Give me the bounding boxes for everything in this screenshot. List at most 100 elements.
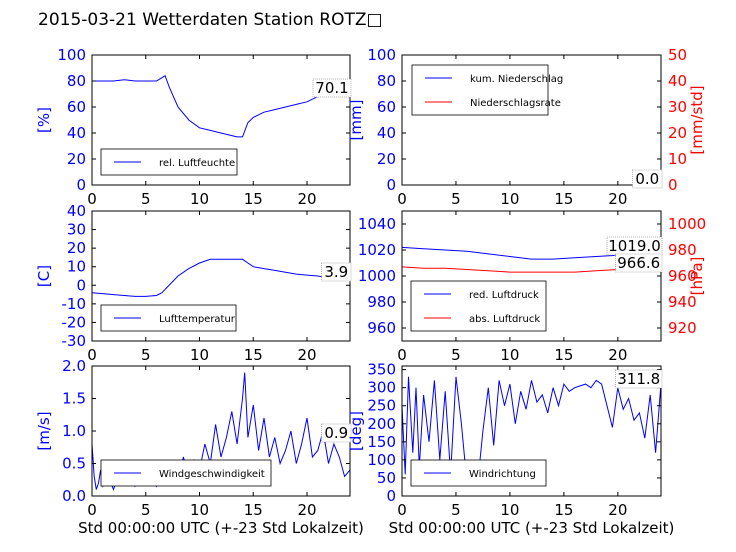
y-tick-label: 1000 <box>358 267 396 285</box>
current-value-label: 311.8 <box>617 370 660 388</box>
y-tick-label: 0.5 <box>62 455 86 473</box>
current-value-box <box>632 169 663 189</box>
series-line-1 <box>92 75 350 138</box>
y-tick-label: 960 <box>367 319 396 337</box>
x-tick-label: 0 <box>87 346 97 364</box>
y-tick-label: 350 <box>367 361 396 379</box>
current-value-label: 70.1 <box>315 79 348 97</box>
legend-box <box>411 64 549 116</box>
legend-label: kum. Niederschlag <box>470 74 563 85</box>
series-line-1 <box>92 258 350 297</box>
y-axis-label: [mm] <box>347 100 365 141</box>
y-tick-label: 200 <box>367 415 396 433</box>
y-tick-label-right: 10 <box>668 150 687 168</box>
x-tick-label: 10 <box>500 501 519 519</box>
legend-label: Niederschlagsrate <box>470 98 561 109</box>
plot-frame <box>91 54 351 186</box>
panel-4: 0 5 10 15 20 960 980 1000 1020 1040 920 940 960 980 10… <box>358 210 706 364</box>
y-tick-label: 20 <box>67 239 86 257</box>
current-value-box <box>615 253 663 273</box>
series-line-1 <box>402 376 661 486</box>
figure-title: 2015-03-21 Wetterdaten Station ROTZ□ <box>38 10 383 30</box>
y-tick-label-right: 40 <box>668 72 687 90</box>
x-tick-label: 5 <box>141 501 151 519</box>
x-tick-label: 15 <box>554 346 573 364</box>
x-axis-label: Std 00:00:00 UTC (+-23 Std Lokalzeit) <box>78 519 364 537</box>
y-tick-label: 0.0 <box>62 487 86 505</box>
y-tick-label: 40 <box>67 202 86 220</box>
y-tick-label: 30 <box>67 221 86 239</box>
y-tick-label: 1.0 <box>62 422 86 440</box>
y-axis-label: [C] <box>35 265 53 287</box>
x-tick-label: 5 <box>451 190 461 208</box>
y-tick-label: 300 <box>367 379 396 397</box>
current-value-label: 0.9 <box>324 424 348 442</box>
x-tick-label: 10 <box>190 501 209 519</box>
x-tick-label: 0 <box>397 190 407 208</box>
y-tick-label: -20 <box>62 313 87 331</box>
x-tick-label: 5 <box>451 346 461 364</box>
y-tick-label: 0 <box>386 176 396 194</box>
y-tick-label: 40 <box>377 124 396 142</box>
plot-frame <box>401 54 662 186</box>
current-value-label: 3.9 <box>324 263 348 281</box>
x-tick-label: 20 <box>297 501 316 519</box>
y-tick-label: -30 <box>62 332 87 350</box>
y-tick-label-right: 20 <box>668 124 687 142</box>
plot-frame <box>401 365 662 497</box>
panel-1: 0 5 10 15 20 0 20 40 60 80 100 [%] 70.1 rel. Luftfeuc… <box>35 46 352 208</box>
x-tick-label: 5 <box>451 501 461 519</box>
x-tick-label: 10 <box>500 346 519 364</box>
y-tick-label: 100 <box>57 46 86 64</box>
x-tick-label: 5 <box>141 346 151 364</box>
y-tick-label: 980 <box>367 293 396 311</box>
y-tick-label: 2.0 <box>62 357 86 375</box>
legend-label: red. Luftdruck <box>469 290 539 301</box>
y-tick-label-right: 1000 <box>668 215 706 233</box>
x-tick-label: 10 <box>190 346 209 364</box>
y-tick-label: 40 <box>67 124 86 142</box>
y-tick-label: 250 <box>367 397 396 415</box>
y-tick-label: 60 <box>377 98 396 116</box>
legend-label: Windrichtung <box>469 469 536 480</box>
y-tick-label: 1040 <box>358 215 396 233</box>
y-tick-label-right: 0 <box>668 176 678 194</box>
legend-label: Lufttemperatur <box>159 314 236 325</box>
current-value-box <box>321 423 352 443</box>
x-tick-label: 10 <box>500 190 519 208</box>
x-tick-label: 20 <box>608 501 627 519</box>
x-tick-label: 20 <box>297 190 316 208</box>
x-tick-label: 5 <box>141 190 151 208</box>
current-value-label: 0.0 <box>635 170 659 188</box>
y-tick-label: 0 <box>76 276 86 294</box>
x-tick-label: 15 <box>554 190 573 208</box>
x-tick-label: 0 <box>87 190 97 208</box>
y-tick-label: 150 <box>367 433 396 451</box>
y-tick-label: 100 <box>367 451 396 469</box>
panel-2: 0 5 10 15 20 0 20 40 60 80 100 0 10 20 30 40 50 [mm] [mm/s… <box>347 46 706 208</box>
current-value-box <box>321 262 352 282</box>
y-tick-label: 100 <box>367 46 396 64</box>
y-tick-label: 60 <box>67 98 86 116</box>
y-axis-label-right: [hPa] <box>688 257 706 296</box>
current-value-label: 966.6 <box>617 254 660 272</box>
x-tick-label: 10 <box>190 190 209 208</box>
panel-5: 0 5 10 15 20 0.0 0.5 1.0 1.5 2.0 [m/s] Std 00:00:00… <box>35 357 364 537</box>
current-value-box <box>615 369 663 389</box>
current-value-label: 1019.0 <box>608 237 661 255</box>
x-tick-label: 20 <box>297 346 316 364</box>
legend-label: Windgeschwindigkeit <box>159 469 265 480</box>
x-axis-label: Std 00:00:00 UTC (+-23 Std Lokalzeit) <box>389 519 675 537</box>
y-tick-label: 0 <box>386 487 396 505</box>
y-tick-label-right: 50 <box>668 46 687 64</box>
x-tick-label: 15 <box>554 501 573 519</box>
y-tick-label-right: 960 <box>668 267 697 285</box>
x-tick-label: 15 <box>244 190 263 208</box>
y-tick-label: 0 <box>76 176 86 194</box>
y-axis-label: [deg] <box>347 411 365 451</box>
current-value-box <box>312 78 352 98</box>
y-tick-label-right: 30 <box>668 98 687 116</box>
